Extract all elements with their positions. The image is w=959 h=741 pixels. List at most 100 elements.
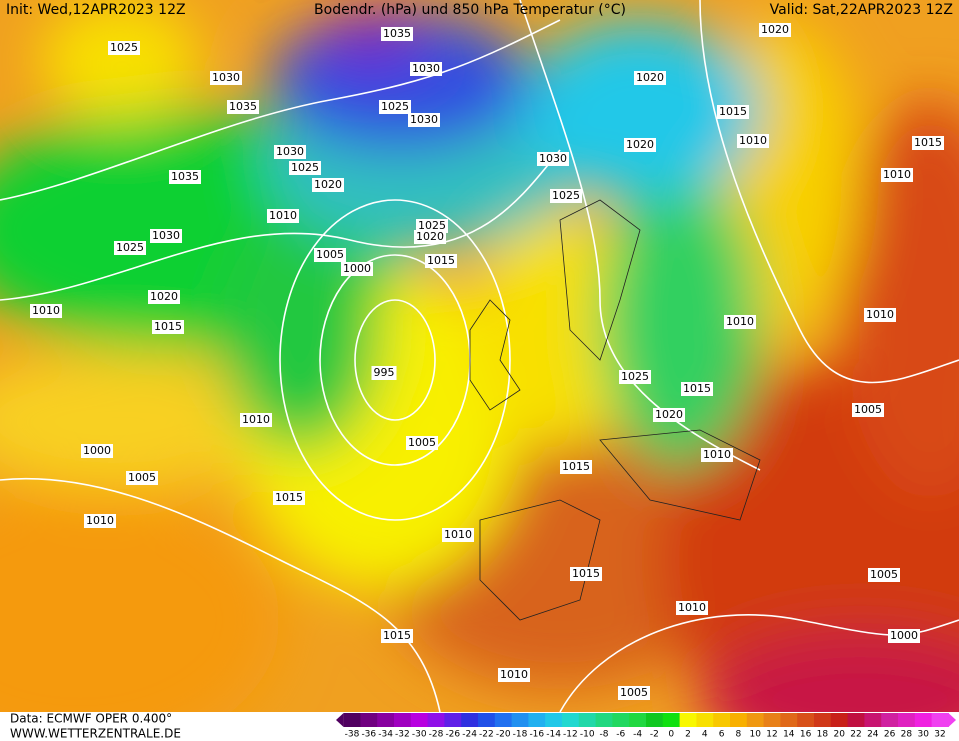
isobar-label-bg <box>379 100 411 114</box>
isobar-label: 1005 <box>128 471 156 484</box>
colorbar-label: 20 <box>833 730 845 740</box>
colorbar: -38 -36 -34 -32 -30 -28 -26 -24 -22 -20 -18 -16 -14-… <box>336 713 956 740</box>
isobar-label: 1005 <box>316 248 344 261</box>
colorbar-label: 8 <box>736 730 742 740</box>
colorbar-label: 4 <box>702 730 708 740</box>
isobar-label: 1005 <box>854 403 882 416</box>
isobar-label-bg <box>624 138 656 152</box>
colorbar-label: -6 <box>616 730 625 740</box>
isobar-label: 1025 <box>418 219 446 232</box>
isobar-label-bg <box>681 382 713 396</box>
isobar-label: 1015 <box>914 136 942 149</box>
colorbar-label: 32 <box>934 730 945 740</box>
colorbar-swatch <box>394 713 412 727</box>
isobar-label-bg <box>414 230 446 244</box>
isobar-label-bg <box>84 514 116 528</box>
isobar-label-bg <box>267 209 299 223</box>
colorbar-swatch <box>830 713 849 727</box>
isobar-label: 1025 <box>552 189 580 202</box>
isobar-label: 1025 <box>110 41 138 54</box>
isobar-label-bg <box>550 189 582 203</box>
isobar-label-bg <box>381 629 413 643</box>
isobar-label-bg <box>570 567 602 581</box>
isobar-label: 995 <box>374 366 395 379</box>
isobar-label: 1035 <box>229 100 257 113</box>
isobar-label-bg <box>864 308 896 322</box>
colorbar-swatch <box>562 713 580 727</box>
isobar-label-bg <box>371 366 397 380</box>
isobar-label: 1010 <box>86 514 114 527</box>
init-label: Init: Wed,12APR2023 12Z <box>6 2 186 18</box>
isobar-label-bg <box>888 629 920 643</box>
colorbar-label: 14 <box>783 730 795 740</box>
colorbar-swatch <box>814 713 832 727</box>
isobar-label: 1020 <box>655 408 683 421</box>
isobar-label-bg <box>314 248 346 262</box>
isobar-label-bg <box>240 413 272 427</box>
colorbar-label: -26 <box>445 730 460 740</box>
isobar-label: 1035 <box>171 170 199 183</box>
isobar-label-bg <box>408 113 440 127</box>
colorbar-swatch <box>797 713 815 727</box>
isobar-label: 1015 <box>427 254 455 267</box>
colorbar-label: -14 <box>546 730 561 740</box>
colorbar-swatch <box>763 713 781 727</box>
colorbar-label: -32 <box>395 730 410 740</box>
isobar-label-bg <box>701 448 733 462</box>
colorbar-swatch <box>629 713 647 727</box>
isobar-label-bg <box>169 170 201 184</box>
isobar-label: 1015 <box>562 460 590 473</box>
colorbar-label: 0 <box>668 730 674 740</box>
isobar-label: 1035 <box>383 27 411 40</box>
colorbar-label: -18 <box>513 730 528 740</box>
colorbar-label: 16 <box>800 730 812 740</box>
isobar-label: 1015 <box>275 491 303 504</box>
colorbar-label: 24 <box>867 730 879 740</box>
isobar-label: 1030 <box>410 113 438 126</box>
colorbar-swatch <box>612 713 630 727</box>
isobar-label-bg <box>653 408 685 422</box>
isobar-label-bg <box>425 254 457 268</box>
isobar-label: 1030 <box>276 145 304 158</box>
isobar-label: 1010 <box>883 168 911 181</box>
isobar-label-bg <box>619 370 651 384</box>
isobar-label-bg <box>406 436 438 450</box>
isobar-label-bg <box>114 241 146 255</box>
colorbar-swatch <box>478 713 496 727</box>
colorbar-label: -16 <box>529 730 544 740</box>
colorbar-label: -36 <box>361 730 376 740</box>
colorbar-swatch <box>780 713 798 727</box>
colorbar-label: -38 <box>345 730 360 740</box>
isobar-label: 1010 <box>444 528 472 541</box>
isobar-label: 1025 <box>621 370 649 383</box>
isobar-label: 1020 <box>636 71 664 84</box>
colorbar-label: -8 <box>600 730 609 740</box>
isobar-label: 1025 <box>116 241 144 254</box>
isobar-label-bg <box>618 686 650 700</box>
colorbar-arrow <box>948 713 956 727</box>
isobar-label-bg <box>717 105 749 119</box>
isobar-label-bg <box>274 145 306 159</box>
colorbar-swatch <box>360 713 378 727</box>
isobar-label: 1005 <box>408 436 436 449</box>
colorbar-label: -34 <box>378 730 393 740</box>
isobar-label-bg <box>724 315 756 329</box>
isobar-label: 1015 <box>154 320 182 333</box>
isobar-label: 1005 <box>620 686 648 699</box>
colorbar-swatch <box>730 713 748 727</box>
colorbar-swatch <box>864 713 882 727</box>
colorbar-arrow <box>336 713 344 727</box>
isobar-label: 1000 <box>83 444 111 457</box>
isobar-label: 1010 <box>739 134 767 147</box>
isobar-label: 1010 <box>678 601 706 614</box>
isobar-label: 1010 <box>726 315 754 328</box>
colorbar-swatch <box>646 713 664 727</box>
isobar-label-bg <box>912 136 944 150</box>
isobar-label-bg <box>126 471 158 485</box>
isobar-label-bg <box>852 403 884 417</box>
isobar-label: 1010 <box>866 308 894 321</box>
isobar-labels: 1025103010351035103010251020101510101030… <box>30 23 944 700</box>
isobar-label-bg <box>81 444 113 458</box>
